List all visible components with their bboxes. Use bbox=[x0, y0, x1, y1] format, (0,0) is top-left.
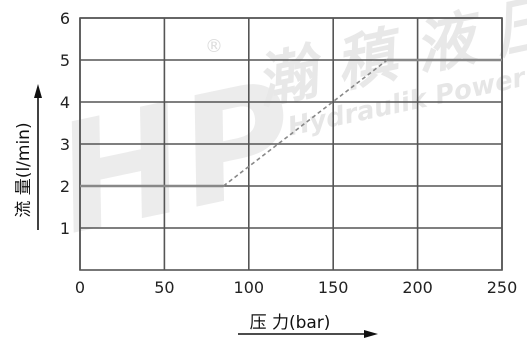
x-axis-arrow bbox=[364, 330, 378, 338]
x-tick-label: 150 bbox=[318, 278, 349, 297]
x-tick-label: 100 bbox=[234, 278, 265, 297]
x-tick-label: 200 bbox=[402, 278, 433, 297]
x-tick-label: 50 bbox=[154, 278, 174, 297]
y-tick-label: 6 bbox=[60, 9, 70, 28]
series-layer bbox=[80, 58, 502, 188]
y-tick-label: 5 bbox=[60, 51, 70, 70]
x-tick-label: 0 bbox=[75, 278, 85, 297]
y-tick-label: 1 bbox=[60, 219, 70, 238]
tick-labels: 0 50 100 150 200 250 1 2 3 4 5 6 bbox=[60, 9, 517, 297]
watermark-registered: ® bbox=[205, 36, 223, 57]
y-tick-label: 2 bbox=[60, 177, 70, 196]
y-axis-title-group: 流 量(l/min) bbox=[14, 84, 42, 230]
y-axis-title: 流 量(l/min) bbox=[14, 122, 34, 217]
x-tick-label: 250 bbox=[487, 278, 518, 297]
y-axis-arrow bbox=[34, 84, 42, 98]
x-axis-title-group: 压 力(bar) bbox=[238, 313, 378, 338]
y-tick-label: 4 bbox=[60, 93, 70, 112]
y-tick-label: 3 bbox=[60, 135, 70, 154]
x-axis-title: 压 力(bar) bbox=[250, 313, 331, 333]
